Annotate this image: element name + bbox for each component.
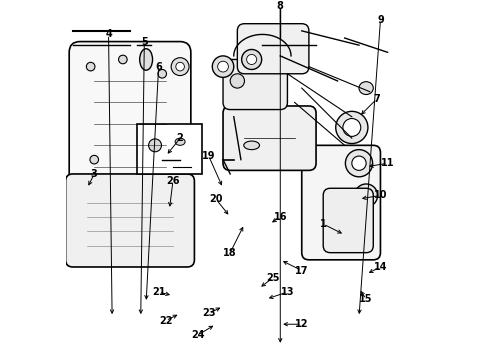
Text: 12: 12 [294, 319, 308, 329]
Text: 23: 23 [202, 309, 215, 319]
Ellipse shape [171, 58, 189, 76]
FancyBboxPatch shape [223, 59, 287, 109]
Text: 8: 8 [276, 1, 283, 11]
Text: 1: 1 [319, 219, 326, 229]
Ellipse shape [175, 138, 185, 145]
Ellipse shape [335, 111, 367, 144]
Ellipse shape [176, 62, 184, 71]
Ellipse shape [118, 55, 127, 64]
Text: 13: 13 [280, 287, 294, 297]
Text: 26: 26 [166, 176, 179, 186]
Ellipse shape [354, 184, 377, 207]
Text: 16: 16 [273, 212, 286, 222]
Ellipse shape [351, 156, 366, 170]
Ellipse shape [342, 118, 360, 136]
Ellipse shape [246, 54, 256, 64]
Text: 18: 18 [223, 248, 237, 258]
Ellipse shape [358, 82, 372, 95]
Text: 7: 7 [373, 94, 380, 104]
Text: 5: 5 [141, 37, 147, 46]
Ellipse shape [140, 49, 152, 70]
Ellipse shape [230, 74, 244, 88]
Text: 9: 9 [376, 15, 383, 25]
Ellipse shape [212, 56, 233, 77]
Text: 21: 21 [152, 287, 165, 297]
Text: 15: 15 [359, 294, 372, 304]
Ellipse shape [86, 62, 95, 71]
Text: 19: 19 [202, 151, 215, 161]
Ellipse shape [360, 190, 371, 201]
Ellipse shape [158, 69, 166, 78]
Ellipse shape [241, 49, 261, 69]
Text: 2: 2 [176, 133, 183, 143]
Text: 25: 25 [266, 273, 279, 283]
FancyBboxPatch shape [237, 24, 308, 74]
Ellipse shape [161, 156, 170, 164]
Text: 4: 4 [105, 30, 112, 40]
FancyBboxPatch shape [65, 174, 194, 267]
Ellipse shape [148, 139, 161, 152]
Text: 20: 20 [209, 194, 222, 204]
FancyBboxPatch shape [69, 42, 190, 199]
FancyBboxPatch shape [223, 106, 315, 170]
Text: 3: 3 [91, 169, 98, 179]
Text: 24: 24 [191, 330, 204, 340]
Ellipse shape [217, 61, 228, 72]
Text: 22: 22 [159, 316, 172, 326]
Text: 6: 6 [155, 62, 162, 72]
Text: 14: 14 [373, 262, 386, 272]
Text: 17: 17 [294, 266, 308, 275]
FancyBboxPatch shape [301, 145, 380, 260]
Ellipse shape [90, 156, 98, 164]
Ellipse shape [345, 150, 372, 177]
Ellipse shape [244, 141, 259, 150]
FancyBboxPatch shape [323, 188, 372, 253]
Text: 11: 11 [380, 158, 393, 168]
Text: 10: 10 [373, 190, 386, 201]
Bar [137, 124, 201, 174]
